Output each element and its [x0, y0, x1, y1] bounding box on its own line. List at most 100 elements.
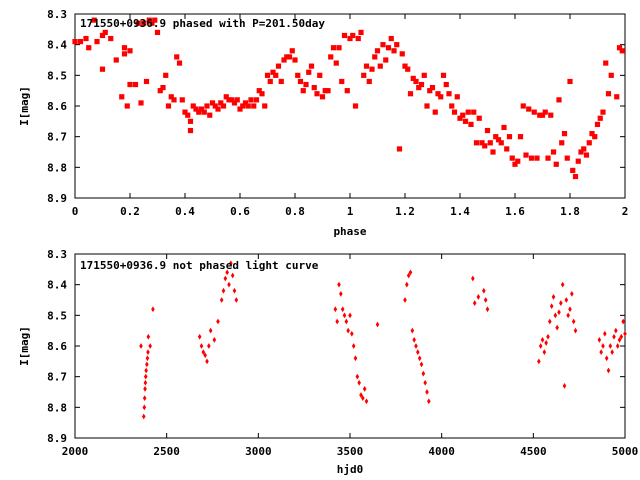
data-point — [493, 134, 499, 140]
data-point — [369, 66, 375, 72]
data-point — [573, 327, 578, 334]
chart-title: 171550+0936.9 phased with P=201.50day — [80, 17, 325, 30]
data-point — [201, 109, 207, 115]
data-point — [619, 48, 625, 54]
data-point — [575, 158, 581, 164]
data-point — [417, 355, 422, 362]
data-point — [537, 112, 543, 118]
x-tick-label: 0.4 — [175, 205, 195, 218]
data-point — [344, 88, 350, 94]
data-point — [225, 269, 229, 276]
data-point — [531, 109, 537, 115]
data-point — [350, 330, 354, 337]
data-point — [506, 134, 513, 140]
y-tick-label: 8.8 — [47, 401, 67, 414]
data-point — [240, 103, 246, 109]
data-point — [154, 29, 161, 35]
data-point — [548, 112, 554, 118]
data-point — [363, 63, 370, 69]
data-point — [586, 140, 592, 146]
data-point — [144, 367, 148, 374]
data-point — [322, 88, 328, 94]
chart-title: 171550+0936.9 not phased light curve — [80, 259, 319, 272]
data-point — [339, 290, 343, 297]
data-point — [457, 115, 463, 121]
data-point — [484, 127, 491, 134]
x-axis-label: hjd0 — [337, 463, 364, 476]
data-point — [408, 269, 413, 276]
data-point — [594, 121, 601, 127]
data-point — [375, 321, 380, 328]
data-point — [421, 370, 426, 377]
data-point — [421, 72, 427, 78]
data-point — [451, 109, 458, 115]
data-point — [512, 161, 518, 167]
x-tick-label: 1.4 — [450, 205, 470, 218]
x-tick-label: 1.6 — [505, 205, 525, 218]
data-point — [143, 386, 147, 392]
data-point — [427, 398, 431, 405]
data-point — [311, 85, 317, 91]
x-tick-label: 1 — [347, 205, 354, 218]
data-point — [440, 72, 447, 78]
data-point — [471, 109, 477, 115]
data-point — [212, 103, 218, 109]
data-point — [482, 143, 488, 149]
x-tick-label: 0.6 — [230, 205, 250, 218]
data-point — [405, 281, 409, 288]
data-point — [157, 88, 163, 94]
data-point — [603, 330, 607, 337]
data-point — [560, 281, 565, 288]
data-point — [517, 134, 524, 140]
data-point — [561, 131, 568, 137]
data-point — [353, 355, 358, 362]
y-tick-label: 8.7 — [47, 371, 67, 384]
data-point — [509, 155, 515, 161]
data-point — [485, 306, 490, 313]
data-point — [614, 327, 618, 334]
data-point — [416, 349, 420, 356]
data-point — [209, 100, 216, 106]
data-point — [337, 281, 341, 288]
data-point — [482, 287, 486, 294]
data-point — [94, 39, 100, 45]
data-point — [394, 42, 400, 48]
data-point — [199, 343, 204, 349]
data-point — [537, 358, 541, 365]
data-point — [204, 103, 210, 109]
data-point — [160, 85, 166, 91]
data-point — [330, 45, 337, 51]
data-point — [264, 72, 271, 78]
data-point — [113, 57, 119, 63]
data-point — [454, 94, 460, 100]
data-point — [396, 146, 403, 152]
data-point — [348, 312, 352, 319]
data-point — [182, 109, 188, 115]
data-point — [102, 29, 108, 35]
data-point — [465, 109, 471, 115]
data-point — [423, 379, 427, 386]
data-point — [248, 97, 254, 103]
data-point — [540, 336, 545, 343]
data-point — [284, 54, 290, 60]
data-point — [267, 78, 273, 85]
plot-frame — [74, 253, 626, 439]
data-point — [581, 146, 587, 152]
y-tick-label: 8.6 — [47, 340, 67, 353]
y-tick-label: 8.6 — [47, 100, 67, 113]
data-point — [597, 115, 603, 121]
data-point — [385, 45, 392, 51]
data-point — [253, 97, 260, 103]
data-point — [544, 340, 548, 346]
data-point — [414, 343, 418, 349]
x-tick-label: 2000 — [62, 445, 89, 458]
data-point — [570, 167, 576, 173]
data-point — [504, 146, 510, 152]
data-point — [608, 343, 613, 349]
x-tick-label: 4000 — [428, 445, 455, 458]
y-axis-label: I[mag] — [18, 86, 31, 126]
data-point — [548, 318, 552, 325]
data-point — [314, 91, 320, 97]
data-point — [443, 81, 449, 88]
